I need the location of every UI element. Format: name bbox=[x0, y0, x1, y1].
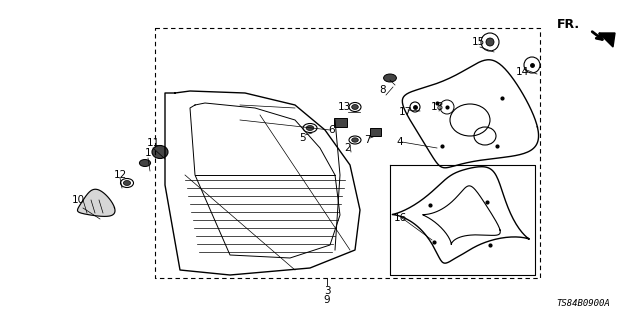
Ellipse shape bbox=[306, 125, 314, 131]
Text: 1: 1 bbox=[145, 148, 151, 158]
Text: 15: 15 bbox=[472, 37, 484, 47]
Text: 7: 7 bbox=[364, 135, 371, 145]
Text: 12: 12 bbox=[113, 170, 127, 180]
Ellipse shape bbox=[352, 138, 358, 142]
Text: 5: 5 bbox=[299, 133, 305, 143]
Text: 3: 3 bbox=[324, 286, 330, 296]
Ellipse shape bbox=[383, 74, 396, 82]
Text: 13: 13 bbox=[337, 102, 351, 112]
Text: 8: 8 bbox=[380, 85, 387, 95]
Text: 16: 16 bbox=[394, 213, 406, 223]
Bar bbox=[370, 128, 381, 136]
Text: 9: 9 bbox=[324, 295, 330, 305]
Text: 14: 14 bbox=[515, 67, 529, 77]
Text: FR.: FR. bbox=[557, 19, 580, 31]
Ellipse shape bbox=[140, 159, 150, 166]
Text: 4: 4 bbox=[397, 137, 403, 147]
Ellipse shape bbox=[124, 180, 131, 186]
Circle shape bbox=[486, 38, 494, 46]
Polygon shape bbox=[77, 189, 115, 216]
Polygon shape bbox=[599, 33, 615, 47]
Ellipse shape bbox=[352, 105, 358, 109]
Text: 6: 6 bbox=[329, 125, 335, 135]
Ellipse shape bbox=[152, 146, 168, 158]
Text: 18: 18 bbox=[430, 102, 444, 112]
Text: 11: 11 bbox=[147, 138, 159, 148]
Text: 2: 2 bbox=[345, 143, 351, 153]
Text: 10: 10 bbox=[72, 195, 84, 205]
Bar bbox=[334, 118, 347, 127]
Text: 17: 17 bbox=[398, 107, 412, 117]
Text: TS84B0900A: TS84B0900A bbox=[556, 299, 610, 308]
